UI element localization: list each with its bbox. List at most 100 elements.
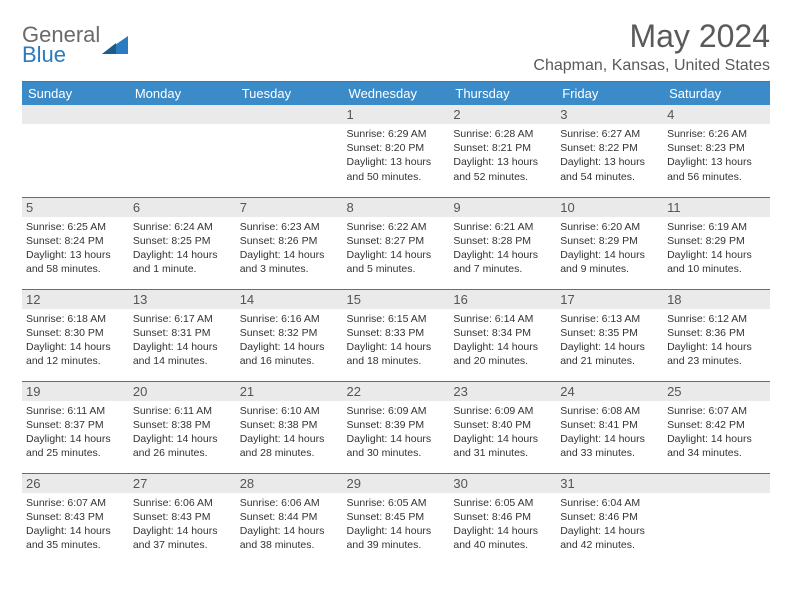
day-number	[22, 105, 129, 124]
info-line: and 35 minutes.	[26, 538, 125, 552]
info-line: and 25 minutes.	[26, 446, 125, 460]
info-line: and 37 minutes.	[133, 538, 232, 552]
day-info: Sunrise: 6:21 AMSunset: 8:28 PMDaylight:…	[453, 220, 552, 277]
weekday-header: Saturday	[663, 82, 770, 105]
logo: General Blue	[22, 24, 128, 66]
day-number: 6	[129, 198, 236, 217]
info-line: Sunset: 8:32 PM	[240, 326, 339, 340]
calendar-row: 26Sunrise: 6:07 AMSunset: 8:43 PMDayligh…	[22, 473, 770, 565]
calendar-cell: 5Sunrise: 6:25 AMSunset: 8:24 PMDaylight…	[22, 197, 129, 289]
day-number: 15	[343, 290, 450, 309]
info-line: Sunrise: 6:21 AM	[453, 220, 552, 234]
info-line: and 23 minutes.	[667, 354, 766, 368]
info-line: Sunrise: 6:07 AM	[667, 404, 766, 418]
info-line: Daylight: 14 hours	[133, 432, 232, 446]
info-line: Sunrise: 6:11 AM	[26, 404, 125, 418]
info-line: and 38 minutes.	[240, 538, 339, 552]
day-info: Sunrise: 6:15 AMSunset: 8:33 PMDaylight:…	[347, 312, 446, 369]
info-line: Sunrise: 6:12 AM	[667, 312, 766, 326]
weekday-header-row: Sunday Monday Tuesday Wednesday Thursday…	[22, 82, 770, 105]
info-line: and 31 minutes.	[453, 446, 552, 460]
calendar-cell: 6 Sunrise: 6:24 AMSunset: 8:25 PMDaylight…	[129, 197, 236, 289]
day-number: 21	[236, 382, 343, 401]
info-line: Daylight: 13 hours	[453, 155, 552, 169]
info-line: Sunset: 8:23 PM	[667, 141, 766, 155]
info-line: and 10 minutes.	[667, 262, 766, 276]
calendar-cell: 26Sunrise: 6:07 AMSunset: 8:43 PMDayligh…	[22, 473, 129, 565]
info-line: and 3 minutes.	[240, 262, 339, 276]
info-line: Daylight: 14 hours	[667, 340, 766, 354]
info-line: and 1 minute.	[133, 262, 232, 276]
info-line: Daylight: 14 hours	[133, 524, 232, 538]
info-line: Sunrise: 6:14 AM	[453, 312, 552, 326]
day-info: Sunrise: 6:28 AMSunset: 8:21 PMDaylight:…	[453, 127, 552, 184]
info-line: Sunrise: 6:23 AM	[240, 220, 339, 234]
day-number	[129, 105, 236, 124]
info-line: Daylight: 14 hours	[667, 432, 766, 446]
info-line: and 9 minutes.	[560, 262, 659, 276]
day-info: Sunrise: 6:07 AMSunset: 8:42 PMDaylight:…	[667, 404, 766, 461]
calendar-cell: 30Sunrise: 6:05 AMSunset: 8:46 PMDayligh…	[449, 473, 556, 565]
info-line: Sunset: 8:37 PM	[26, 418, 125, 432]
info-line: Sunrise: 6:17 AM	[133, 312, 232, 326]
info-line: Sunset: 8:22 PM	[560, 141, 659, 155]
day-info: Sunrise: 6:23 AMSunset: 8:26 PMDaylight:…	[240, 220, 339, 277]
info-line: Sunset: 8:29 PM	[560, 234, 659, 248]
info-line: Daylight: 14 hours	[560, 524, 659, 538]
title-block: May 2024 Chapman, Kansas, United States	[533, 18, 770, 75]
day-info: Sunrise: 6:13 AMSunset: 8:35 PMDaylight:…	[560, 312, 659, 369]
info-line: Sunset: 8:33 PM	[347, 326, 446, 340]
calendar-body: 1Sunrise: 6:29 AMSunset: 8:20 PMDaylight…	[22, 105, 770, 565]
info-line: Sunset: 8:43 PM	[26, 510, 125, 524]
info-line: Daylight: 14 hours	[240, 340, 339, 354]
info-line: Daylight: 14 hours	[347, 524, 446, 538]
day-info: Sunrise: 6:04 AMSunset: 8:46 PMDaylight:…	[560, 496, 659, 553]
info-line: Sunset: 8:41 PM	[560, 418, 659, 432]
day-info: Sunrise: 6:11 AMSunset: 8:37 PMDaylight:…	[26, 404, 125, 461]
calendar-cell: 16Sunrise: 6:14 AMSunset: 8:34 PMDayligh…	[449, 289, 556, 381]
info-line: Sunrise: 6:06 AM	[133, 496, 232, 510]
calendar-cell: 27Sunrise: 6:06 AMSunset: 8:43 PMDayligh…	[129, 473, 236, 565]
day-info: Sunrise: 6:11 AMSunset: 8:38 PMDaylight:…	[133, 404, 232, 461]
info-line: Sunset: 8:31 PM	[133, 326, 232, 340]
day-info: Sunrise: 6:16 AMSunset: 8:32 PMDaylight:…	[240, 312, 339, 369]
day-number: 26	[22, 474, 129, 493]
day-number: 9	[449, 198, 556, 217]
day-info: Sunrise: 6:12 AMSunset: 8:36 PMDaylight:…	[667, 312, 766, 369]
day-number: 10	[556, 198, 663, 217]
weekday-header: Sunday	[22, 82, 129, 105]
calendar-cell	[236, 105, 343, 197]
info-line: Sunset: 8:29 PM	[667, 234, 766, 248]
info-line: and 58 minutes.	[26, 262, 125, 276]
info-line: Sunrise: 6:16 AM	[240, 312, 339, 326]
calendar-cell: 9 Sunrise: 6:21 AMSunset: 8:28 PMDaylight…	[449, 197, 556, 289]
calendar-cell: 21Sunrise: 6:10 AMSunset: 8:38 PMDayligh…	[236, 381, 343, 473]
calendar-row: 19Sunrise: 6:11 AMSunset: 8:37 PMDayligh…	[22, 381, 770, 473]
day-number: 2	[449, 105, 556, 124]
info-line: and 30 minutes.	[347, 446, 446, 460]
weekday-header: Wednesday	[343, 82, 450, 105]
info-line: Sunset: 8:42 PM	[667, 418, 766, 432]
day-number	[663, 474, 770, 493]
info-line: Sunset: 8:27 PM	[347, 234, 446, 248]
info-line: Sunset: 8:35 PM	[560, 326, 659, 340]
info-line: Sunset: 8:26 PM	[240, 234, 339, 248]
info-line: Sunrise: 6:25 AM	[26, 220, 125, 234]
day-info: Sunrise: 6:09 AMSunset: 8:39 PMDaylight:…	[347, 404, 446, 461]
info-line: Daylight: 14 hours	[133, 248, 232, 262]
info-line: Sunset: 8:25 PM	[133, 234, 232, 248]
info-line: Sunrise: 6:24 AM	[133, 220, 232, 234]
info-line: Sunrise: 6:06 AM	[240, 496, 339, 510]
day-info: Sunrise: 6:19 AMSunset: 8:29 PMDaylight:…	[667, 220, 766, 277]
info-line: and 34 minutes.	[667, 446, 766, 460]
info-line: Sunset: 8:20 PM	[347, 141, 446, 155]
calendar-cell: 1Sunrise: 6:29 AMSunset: 8:20 PMDaylight…	[343, 105, 450, 197]
info-line: and 14 minutes.	[133, 354, 232, 368]
day-info: Sunrise: 6:18 AMSunset: 8:30 PMDaylight:…	[26, 312, 125, 369]
info-line: and 39 minutes.	[347, 538, 446, 552]
info-line: Daylight: 14 hours	[347, 432, 446, 446]
info-line: Sunrise: 6:27 AM	[560, 127, 659, 141]
day-number: 16	[449, 290, 556, 309]
info-line: Daylight: 14 hours	[240, 248, 339, 262]
info-line: and 33 minutes.	[560, 446, 659, 460]
